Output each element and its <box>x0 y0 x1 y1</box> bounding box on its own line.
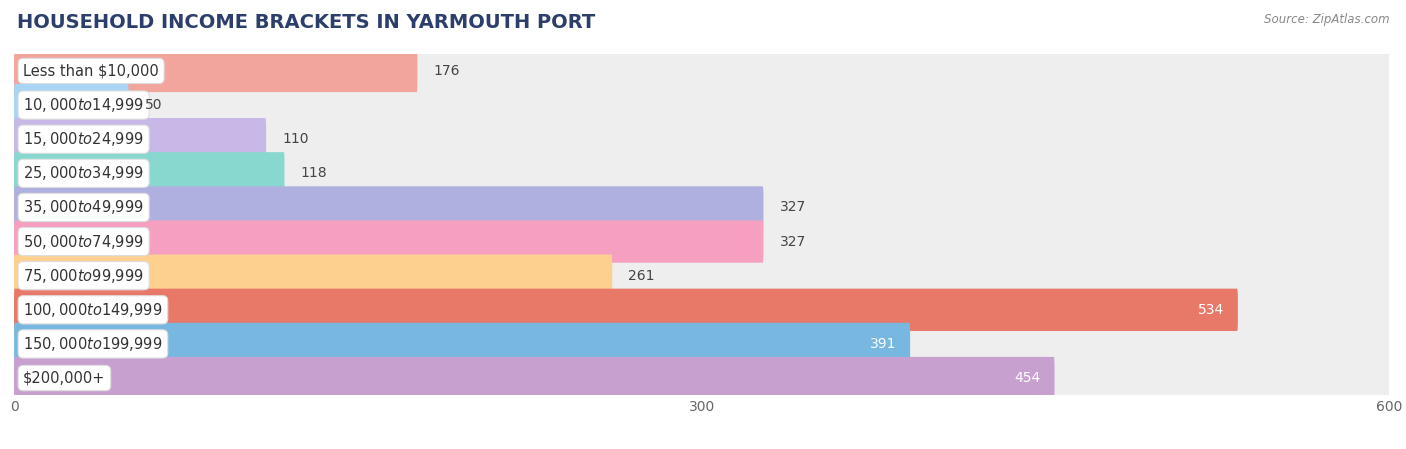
FancyBboxPatch shape <box>14 289 1389 331</box>
Text: $25,000 to $34,999: $25,000 to $34,999 <box>24 164 143 182</box>
Text: $100,000 to $149,999: $100,000 to $149,999 <box>24 301 163 319</box>
Text: Source: ZipAtlas.com: Source: ZipAtlas.com <box>1264 13 1389 26</box>
Text: 261: 261 <box>628 269 655 283</box>
FancyBboxPatch shape <box>14 323 910 365</box>
FancyBboxPatch shape <box>14 323 1389 365</box>
FancyBboxPatch shape <box>14 220 763 263</box>
FancyBboxPatch shape <box>14 118 266 160</box>
Text: 534: 534 <box>1198 303 1225 317</box>
FancyBboxPatch shape <box>14 152 284 194</box>
Text: 391: 391 <box>870 337 897 351</box>
Text: $200,000+: $200,000+ <box>24 370 105 386</box>
FancyBboxPatch shape <box>14 357 1054 399</box>
FancyBboxPatch shape <box>14 152 1389 194</box>
Text: 118: 118 <box>301 166 328 180</box>
FancyBboxPatch shape <box>14 220 1389 263</box>
FancyBboxPatch shape <box>14 289 1237 331</box>
Text: $15,000 to $24,999: $15,000 to $24,999 <box>24 130 143 148</box>
FancyBboxPatch shape <box>14 118 1389 160</box>
Text: 327: 327 <box>779 234 806 249</box>
Text: 176: 176 <box>433 64 460 78</box>
Text: $10,000 to $14,999: $10,000 to $14,999 <box>24 96 143 114</box>
FancyBboxPatch shape <box>14 84 129 126</box>
Text: $50,000 to $74,999: $50,000 to $74,999 <box>24 233 143 251</box>
Text: $75,000 to $99,999: $75,000 to $99,999 <box>24 267 143 285</box>
FancyBboxPatch shape <box>14 357 1389 399</box>
Text: 50: 50 <box>145 98 162 112</box>
FancyBboxPatch shape <box>14 50 418 92</box>
Text: 327: 327 <box>779 200 806 215</box>
Text: HOUSEHOLD INCOME BRACKETS IN YARMOUTH PORT: HOUSEHOLD INCOME BRACKETS IN YARMOUTH PO… <box>17 13 595 32</box>
FancyBboxPatch shape <box>14 84 1389 126</box>
FancyBboxPatch shape <box>14 255 612 297</box>
FancyBboxPatch shape <box>14 186 763 229</box>
FancyBboxPatch shape <box>14 50 1389 92</box>
Text: 454: 454 <box>1015 371 1040 385</box>
Text: $150,000 to $199,999: $150,000 to $199,999 <box>24 335 163 353</box>
FancyBboxPatch shape <box>14 255 1389 297</box>
Text: Less than $10,000: Less than $10,000 <box>24 63 159 79</box>
FancyBboxPatch shape <box>14 186 1389 229</box>
Text: 110: 110 <box>283 132 309 146</box>
Text: $35,000 to $49,999: $35,000 to $49,999 <box>24 198 143 216</box>
